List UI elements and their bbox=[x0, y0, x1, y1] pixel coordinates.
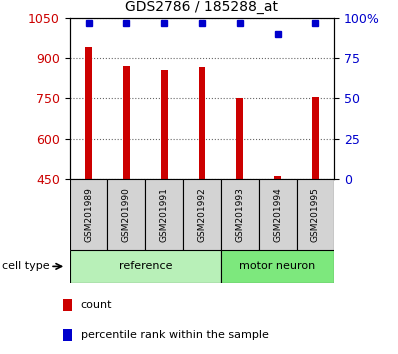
Text: GSM201990: GSM201990 bbox=[122, 187, 131, 242]
Text: GSM201989: GSM201989 bbox=[84, 187, 93, 242]
Text: GSM201993: GSM201993 bbox=[235, 187, 244, 242]
Bar bbox=[183, 179, 221, 250]
Bar bbox=[123, 66, 130, 179]
Text: motor neuron: motor neuron bbox=[240, 261, 316, 272]
Bar bbox=[274, 176, 281, 179]
Bar bbox=[63, 299, 72, 312]
Bar bbox=[259, 179, 297, 250]
Bar bbox=[199, 67, 205, 179]
Bar bbox=[70, 250, 221, 283]
Bar bbox=[85, 47, 92, 179]
Text: percentile rank within the sample: percentile rank within the sample bbox=[81, 330, 269, 341]
Bar bbox=[297, 179, 334, 250]
Text: GSM201995: GSM201995 bbox=[311, 187, 320, 242]
Bar bbox=[63, 329, 72, 341]
Bar bbox=[145, 179, 183, 250]
Bar bbox=[70, 179, 107, 250]
Bar bbox=[221, 179, 259, 250]
Bar bbox=[161, 70, 168, 179]
Title: GDS2786 / 185288_at: GDS2786 / 185288_at bbox=[125, 0, 279, 14]
Bar bbox=[107, 179, 145, 250]
Bar bbox=[312, 97, 319, 179]
Text: cell type: cell type bbox=[2, 261, 50, 271]
Text: GSM201991: GSM201991 bbox=[160, 187, 169, 242]
Bar bbox=[221, 250, 334, 283]
Text: GSM201992: GSM201992 bbox=[197, 187, 207, 241]
Text: reference: reference bbox=[119, 261, 172, 272]
Text: count: count bbox=[81, 300, 112, 310]
Bar bbox=[236, 98, 243, 179]
Text: GSM201994: GSM201994 bbox=[273, 187, 282, 241]
